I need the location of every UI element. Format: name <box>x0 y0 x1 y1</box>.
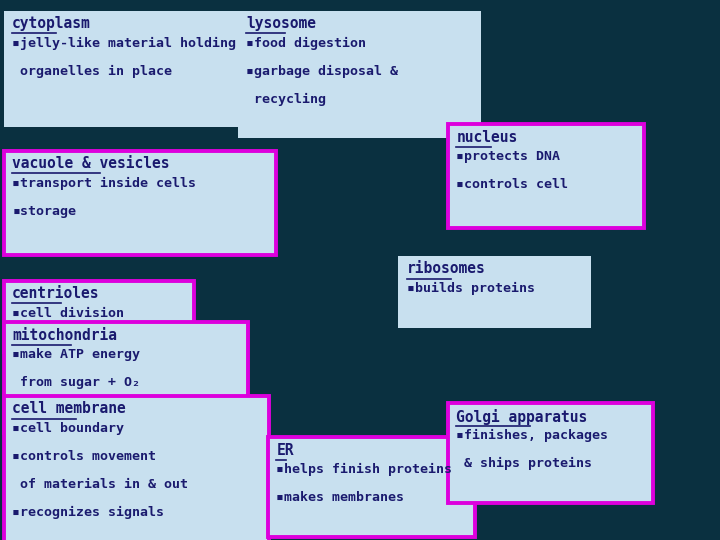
FancyBboxPatch shape <box>448 124 644 228</box>
Text: cell membrane: cell membrane <box>12 401 126 416</box>
Text: ▪controls cell: ▪controls cell <box>456 178 569 191</box>
Text: ▪protects DNA: ▪protects DNA <box>456 150 560 163</box>
Text: & ships proteins: & ships proteins <box>456 457 593 470</box>
Text: Golgi apparatus: Golgi apparatus <box>456 409 588 425</box>
FancyBboxPatch shape <box>4 151 276 255</box>
FancyBboxPatch shape <box>398 256 591 328</box>
Text: ▪controls movement: ▪controls movement <box>12 450 156 463</box>
Text: from sugar + O₂: from sugar + O₂ <box>12 376 140 389</box>
Text: lysosome: lysosome <box>246 16 316 31</box>
Text: ▪make ATP energy: ▪make ATP energy <box>12 348 140 361</box>
Text: ▪transport inside cells: ▪transport inside cells <box>12 177 197 190</box>
Text: nucleus: nucleus <box>456 130 518 145</box>
Text: ▪garbage disposal &: ▪garbage disposal & <box>246 65 398 78</box>
Text: ▪storage: ▪storage <box>12 205 76 218</box>
Text: ER: ER <box>276 443 294 458</box>
FancyBboxPatch shape <box>4 396 269 540</box>
Text: ▪builds proteins: ▪builds proteins <box>407 282 535 295</box>
FancyBboxPatch shape <box>448 403 653 503</box>
Text: cytoplasm: cytoplasm <box>12 16 91 31</box>
FancyBboxPatch shape <box>4 322 248 433</box>
Text: centrioles: centrioles <box>12 286 100 301</box>
FancyBboxPatch shape <box>268 437 475 537</box>
Text: ribosomes: ribosomes <box>407 261 485 276</box>
FancyBboxPatch shape <box>238 11 481 138</box>
Text: ▪helps finish proteins: ▪helps finish proteins <box>276 463 452 476</box>
Text: ▪food digestion: ▪food digestion <box>246 37 366 50</box>
Text: mitochondria: mitochondria <box>12 328 117 343</box>
Text: ▪finishes, packages: ▪finishes, packages <box>456 429 608 442</box>
FancyBboxPatch shape <box>4 281 194 352</box>
Text: ▪cell division: ▪cell division <box>12 307 125 320</box>
Text: ▪makes membranes: ▪makes membranes <box>276 491 405 504</box>
FancyBboxPatch shape <box>4 11 252 127</box>
Text: vacuole & vesicles: vacuole & vesicles <box>12 156 170 171</box>
Text: recycling: recycling <box>246 93 326 106</box>
Text: ▪recognizes signals: ▪recognizes signals <box>12 506 164 519</box>
Text: ▪jelly-like material holding: ▪jelly-like material holding <box>12 37 236 50</box>
Text: ▪cell boundary: ▪cell boundary <box>12 422 125 435</box>
Text: of materials in & out: of materials in & out <box>12 478 188 491</box>
Text: organelles in place: organelles in place <box>12 65 172 78</box>
